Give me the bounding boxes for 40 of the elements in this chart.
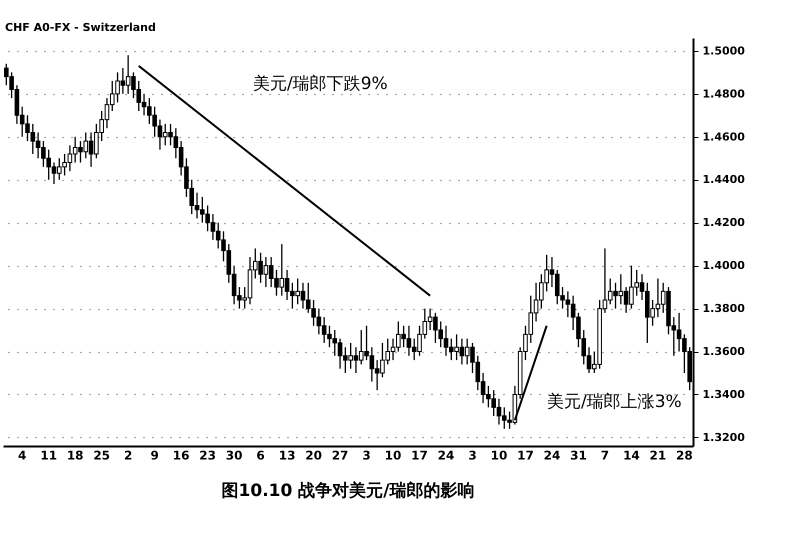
x-tick-label: 27 bbox=[332, 448, 348, 462]
x-tick-label: 4 bbox=[18, 448, 26, 462]
y-tick-label: 1.4200 bbox=[702, 216, 746, 230]
x-tick-label: 30 bbox=[226, 448, 242, 462]
x-tick-label: 6 bbox=[256, 448, 265, 462]
x-tick-label: 3 bbox=[362, 448, 371, 462]
x-tick-label: 25 bbox=[93, 448, 110, 462]
x-tick-label: 31 bbox=[570, 448, 587, 462]
text: CHF A0-FX - Switzerland bbox=[5, 21, 156, 34]
x-tick-label: 20 bbox=[305, 448, 322, 462]
y-tick-label: 1.4000 bbox=[702, 259, 746, 272]
x-tick-label: 13 bbox=[278, 448, 296, 462]
x-tick-label: 11 bbox=[40, 448, 58, 462]
annotation: 美元/瑞郎上涨3% bbox=[547, 392, 682, 412]
y-tick-label: 1.3200 bbox=[702, 430, 746, 444]
y-tick-label: 1.4600 bbox=[702, 130, 746, 144]
x-tick-label: 18 bbox=[66, 448, 84, 462]
x-tick-label: 24 bbox=[544, 448, 560, 462]
annotation: 美元/瑞郎下跌9% bbox=[253, 74, 388, 94]
text: 图10.10 战争对美元/瑞郎的影响 bbox=[222, 481, 474, 501]
x-tick-label: 9 bbox=[150, 448, 159, 462]
y-tick-label: 1.3600 bbox=[702, 345, 746, 358]
x-tick-label: 7 bbox=[600, 448, 610, 462]
x-tick-label: 24 bbox=[438, 448, 454, 462]
x-tick-label: 10 bbox=[490, 448, 508, 462]
y-tick-label: 1.4800 bbox=[702, 87, 746, 100]
x-tick-label: 10 bbox=[384, 448, 402, 462]
x-tick-label: 28 bbox=[676, 448, 693, 462]
x-tick-label: 3 bbox=[468, 448, 477, 462]
y-tick-label: 1.3800 bbox=[702, 302, 746, 316]
x-tick-label: 2 bbox=[124, 448, 132, 462]
x-tick-label: 21 bbox=[650, 448, 666, 462]
x-tick-label: 14 bbox=[623, 448, 640, 462]
x-tick-label: 23 bbox=[199, 448, 216, 462]
y-tick-label: 1.3400 bbox=[702, 388, 746, 401]
x-tick-label: 17 bbox=[411, 448, 428, 462]
x-tick-label: 17 bbox=[517, 448, 534, 462]
y-tick-label: 1.4400 bbox=[702, 173, 746, 186]
y-tick-label: 1.5000 bbox=[702, 44, 746, 58]
x-tick-label: 16 bbox=[172, 448, 190, 462]
